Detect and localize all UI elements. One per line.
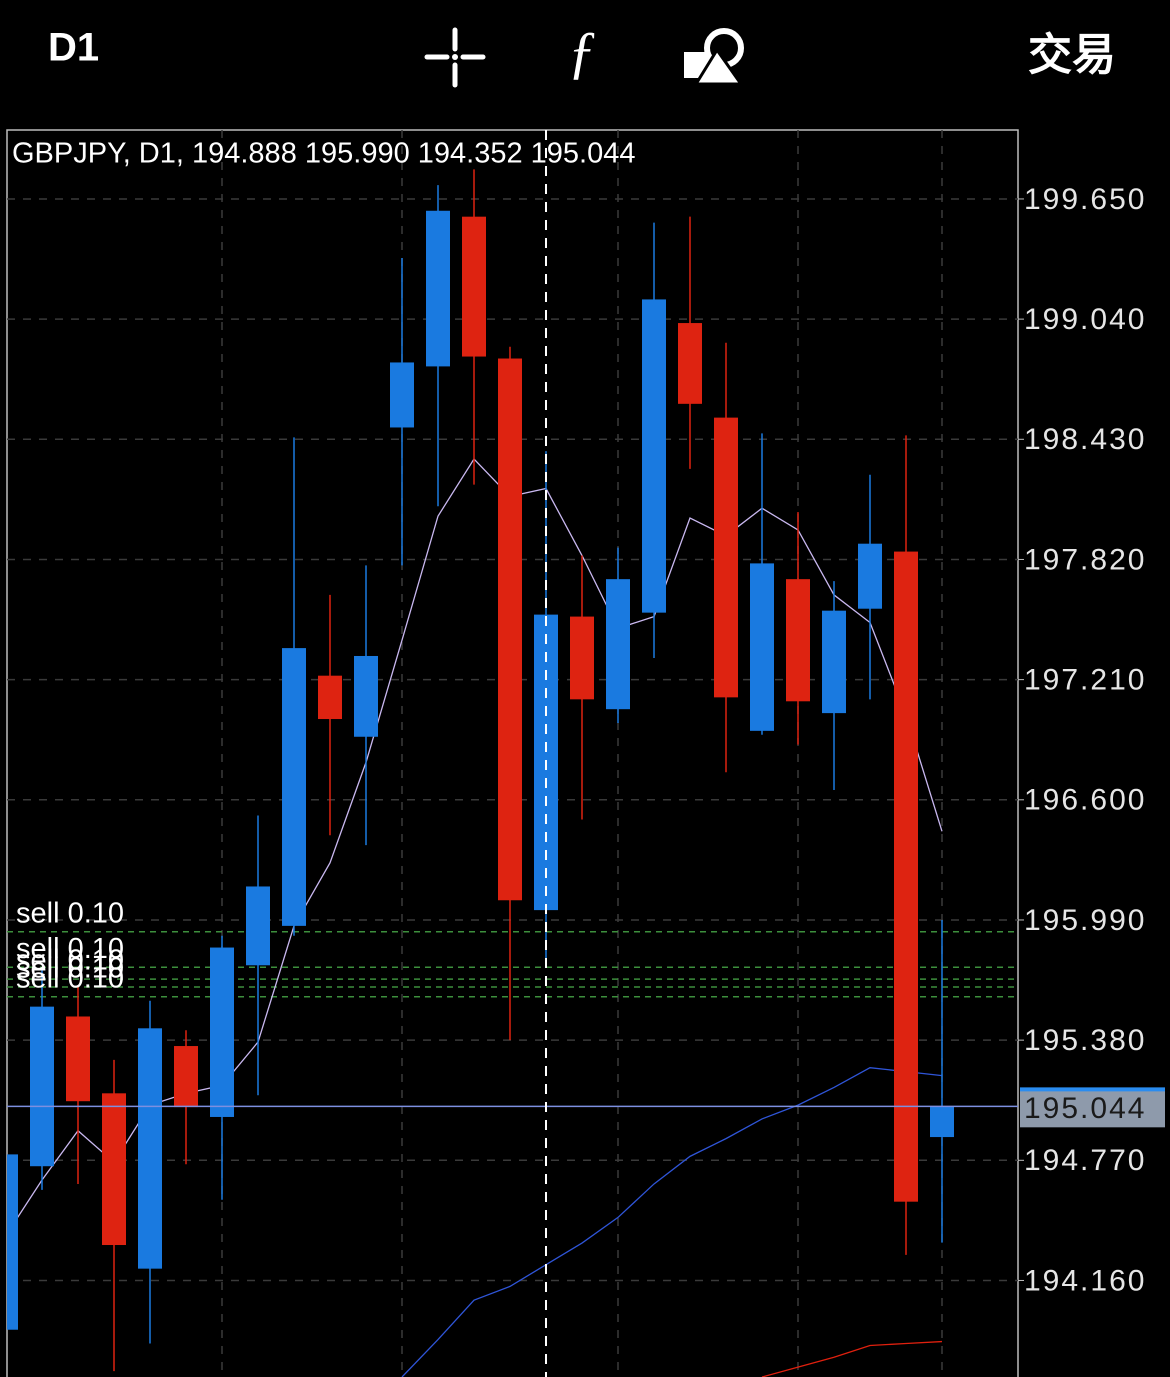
candle-body — [750, 563, 774, 731]
y-tick-label: 199.650 — [1024, 183, 1146, 216]
moving-average — [401, 1067, 943, 1377]
candle-body — [858, 543, 882, 609]
candle-body — [318, 675, 342, 720]
objects-icon[interactable] — [684, 28, 744, 86]
y-tick-label: 195.990 — [1024, 904, 1146, 937]
indicator-icon[interactable]: ƒ — [568, 19, 597, 84]
candle-body — [642, 299, 666, 613]
order-label: sell 0.10 — [16, 897, 124, 929]
y-tick-label: 197.210 — [1024, 664, 1146, 697]
candle-body — [606, 579, 630, 710]
crosshair-icon[interactable] — [424, 27, 486, 88]
candle-body — [210, 947, 234, 1117]
candle-body — [282, 648, 306, 926]
candle-body — [354, 655, 378, 737]
y-tick-label: 194.770 — [1024, 1144, 1146, 1177]
current-price-box — [1020, 1089, 1165, 1128]
candle-body — [894, 551, 918, 1202]
candle-body — [102, 1093, 126, 1246]
candle-body — [930, 1106, 954, 1138]
candle-body — [822, 610, 846, 714]
y-tick-label: 198.430 — [1024, 423, 1146, 456]
y-tick-label: 196.600 — [1024, 784, 1146, 817]
candle-body — [246, 886, 270, 966]
y-tick-label: 199.040 — [1024, 303, 1146, 336]
candle-body — [462, 216, 486, 357]
plot-frame — [6, 129, 1019, 1377]
trade-button[interactable]: 交易 — [1028, 31, 1116, 80]
current-price-label: 195.044 — [1024, 1092, 1146, 1125]
candle-body — [714, 417, 738, 698]
order-label: sell 0.10 — [16, 953, 124, 985]
candle-body — [138, 1028, 162, 1269]
timeframe-button[interactable]: D1 — [48, 26, 99, 70]
candle-body — [498, 358, 522, 901]
plot-area — [7, 169, 1018, 1377]
y-tick-label: 195.380 — [1024, 1024, 1146, 1057]
candle-body — [30, 1006, 54, 1167]
y-tick-label: 197.820 — [1024, 543, 1146, 576]
candle-body — [786, 579, 810, 702]
candle-body — [426, 210, 450, 367]
candle-body — [7, 1154, 18, 1330]
order-label: sell 0.10 — [16, 933, 124, 965]
chart-title: GBPJPY, D1, 194.888 195.990 194.352 195.… — [12, 138, 635, 170]
candle-body — [570, 616, 594, 700]
candle-body — [678, 323, 702, 404]
moving-average — [761, 1340, 943, 1377]
candle-body — [66, 1016, 90, 1102]
candle-body — [174, 1046, 198, 1108]
candle-body — [390, 362, 414, 428]
order-label: sell 0.10 — [16, 962, 124, 994]
y-tick-label: 194.160 — [1024, 1264, 1146, 1297]
order-label: sell 0.10 — [16, 945, 124, 977]
